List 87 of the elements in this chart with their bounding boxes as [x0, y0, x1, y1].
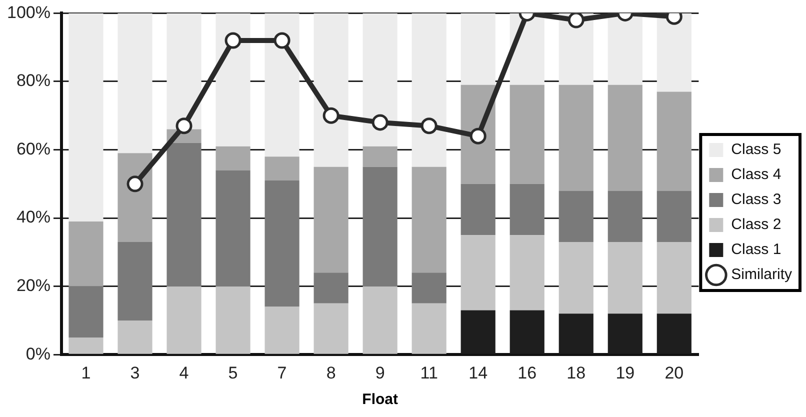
bar	[362, 146, 398, 167]
x-tick-label: 1	[81, 363, 91, 382]
bar	[118, 13, 152, 154]
legend-label: Class 2	[731, 216, 782, 234]
bar	[216, 146, 250, 170]
bar	[510, 184, 544, 236]
bar	[510, 310, 544, 354]
point	[470, 128, 486, 144]
bar	[558, 242, 594, 314]
legend-label: Class 5	[731, 141, 782, 158]
x-tick-label: 8	[326, 363, 336, 382]
x-tick-label: 3	[130, 363, 140, 382]
bar	[68, 338, 104, 354]
y-tick-label: 20%	[16, 276, 50, 296]
bar	[510, 84, 544, 184]
bar	[166, 286, 202, 354]
x-tick-label: 11	[420, 363, 438, 382]
point	[126, 176, 144, 192]
legend-label: Class 4	[731, 166, 782, 184]
y-tick-label: 80%	[16, 71, 50, 90]
legend-label: Class 1	[731, 241, 782, 258]
bar	[510, 235, 544, 310]
bar	[264, 156, 300, 180]
bar	[608, 84, 642, 191]
bar	[460, 13, 496, 85]
bar	[608, 190, 642, 242]
bar	[460, 184, 496, 236]
bar	[412, 13, 446, 167]
bar	[656, 242, 692, 314]
x-axis-title: Float	[362, 391, 398, 408]
bar	[264, 13, 300, 157]
y-tick-label: 100%	[6, 2, 50, 22]
point	[372, 114, 388, 131]
bar	[362, 13, 398, 146]
x-tick-label: 16	[518, 363, 537, 382]
x-tick-label: 18	[566, 363, 586, 382]
y-tick-label: 0%	[26, 344, 50, 364]
x-tick-label: 5	[228, 363, 238, 382]
x-tick-label: 14	[468, 363, 488, 382]
bar	[264, 306, 300, 354]
bar	[216, 170, 250, 286]
y-tick-label: 40%	[16, 208, 50, 227]
bar	[656, 92, 692, 191]
x-tick-label: 19	[616, 363, 635, 382]
point	[322, 107, 340, 124]
bar	[412, 272, 446, 304]
point	[420, 118, 438, 134]
bar	[314, 272, 348, 304]
y-tick-label: 60%	[16, 139, 50, 158]
bar	[118, 320, 152, 354]
x-tick-label: 4	[179, 363, 189, 382]
bar	[68, 221, 104, 286]
bar	[362, 166, 398, 286]
bar	[216, 286, 250, 354]
bar	[362, 286, 398, 354]
bar	[460, 310, 496, 354]
bar	[608, 314, 642, 354]
bar	[264, 180, 300, 307]
bar	[558, 314, 594, 354]
bar	[166, 142, 202, 286]
bar	[314, 166, 348, 273]
point	[176, 118, 192, 134]
x-tick-label: 7	[277, 363, 287, 382]
bar	[314, 303, 348, 354]
bar	[314, 13, 348, 167]
bar	[656, 314, 692, 354]
point	[224, 32, 242, 49]
bar	[608, 242, 642, 314]
bar	[460, 235, 496, 310]
bar	[558, 84, 594, 191]
bar	[68, 13, 104, 222]
bar	[412, 303, 446, 354]
bar	[558, 190, 594, 242]
bar	[216, 13, 250, 146]
legend-label: Class 3	[731, 191, 782, 208]
bar	[118, 153, 152, 242]
bar	[68, 286, 104, 338]
legend-label: Similarity	[731, 266, 792, 284]
x-tick-label: 20	[664, 363, 684, 382]
bar	[656, 190, 692, 242]
bar	[166, 13, 202, 130]
bar	[118, 242, 152, 320]
point	[568, 13, 584, 28]
point	[274, 32, 290, 49]
x-tick-label: 9	[375, 363, 385, 382]
bar	[656, 13, 692, 92]
bar	[412, 166, 446, 273]
